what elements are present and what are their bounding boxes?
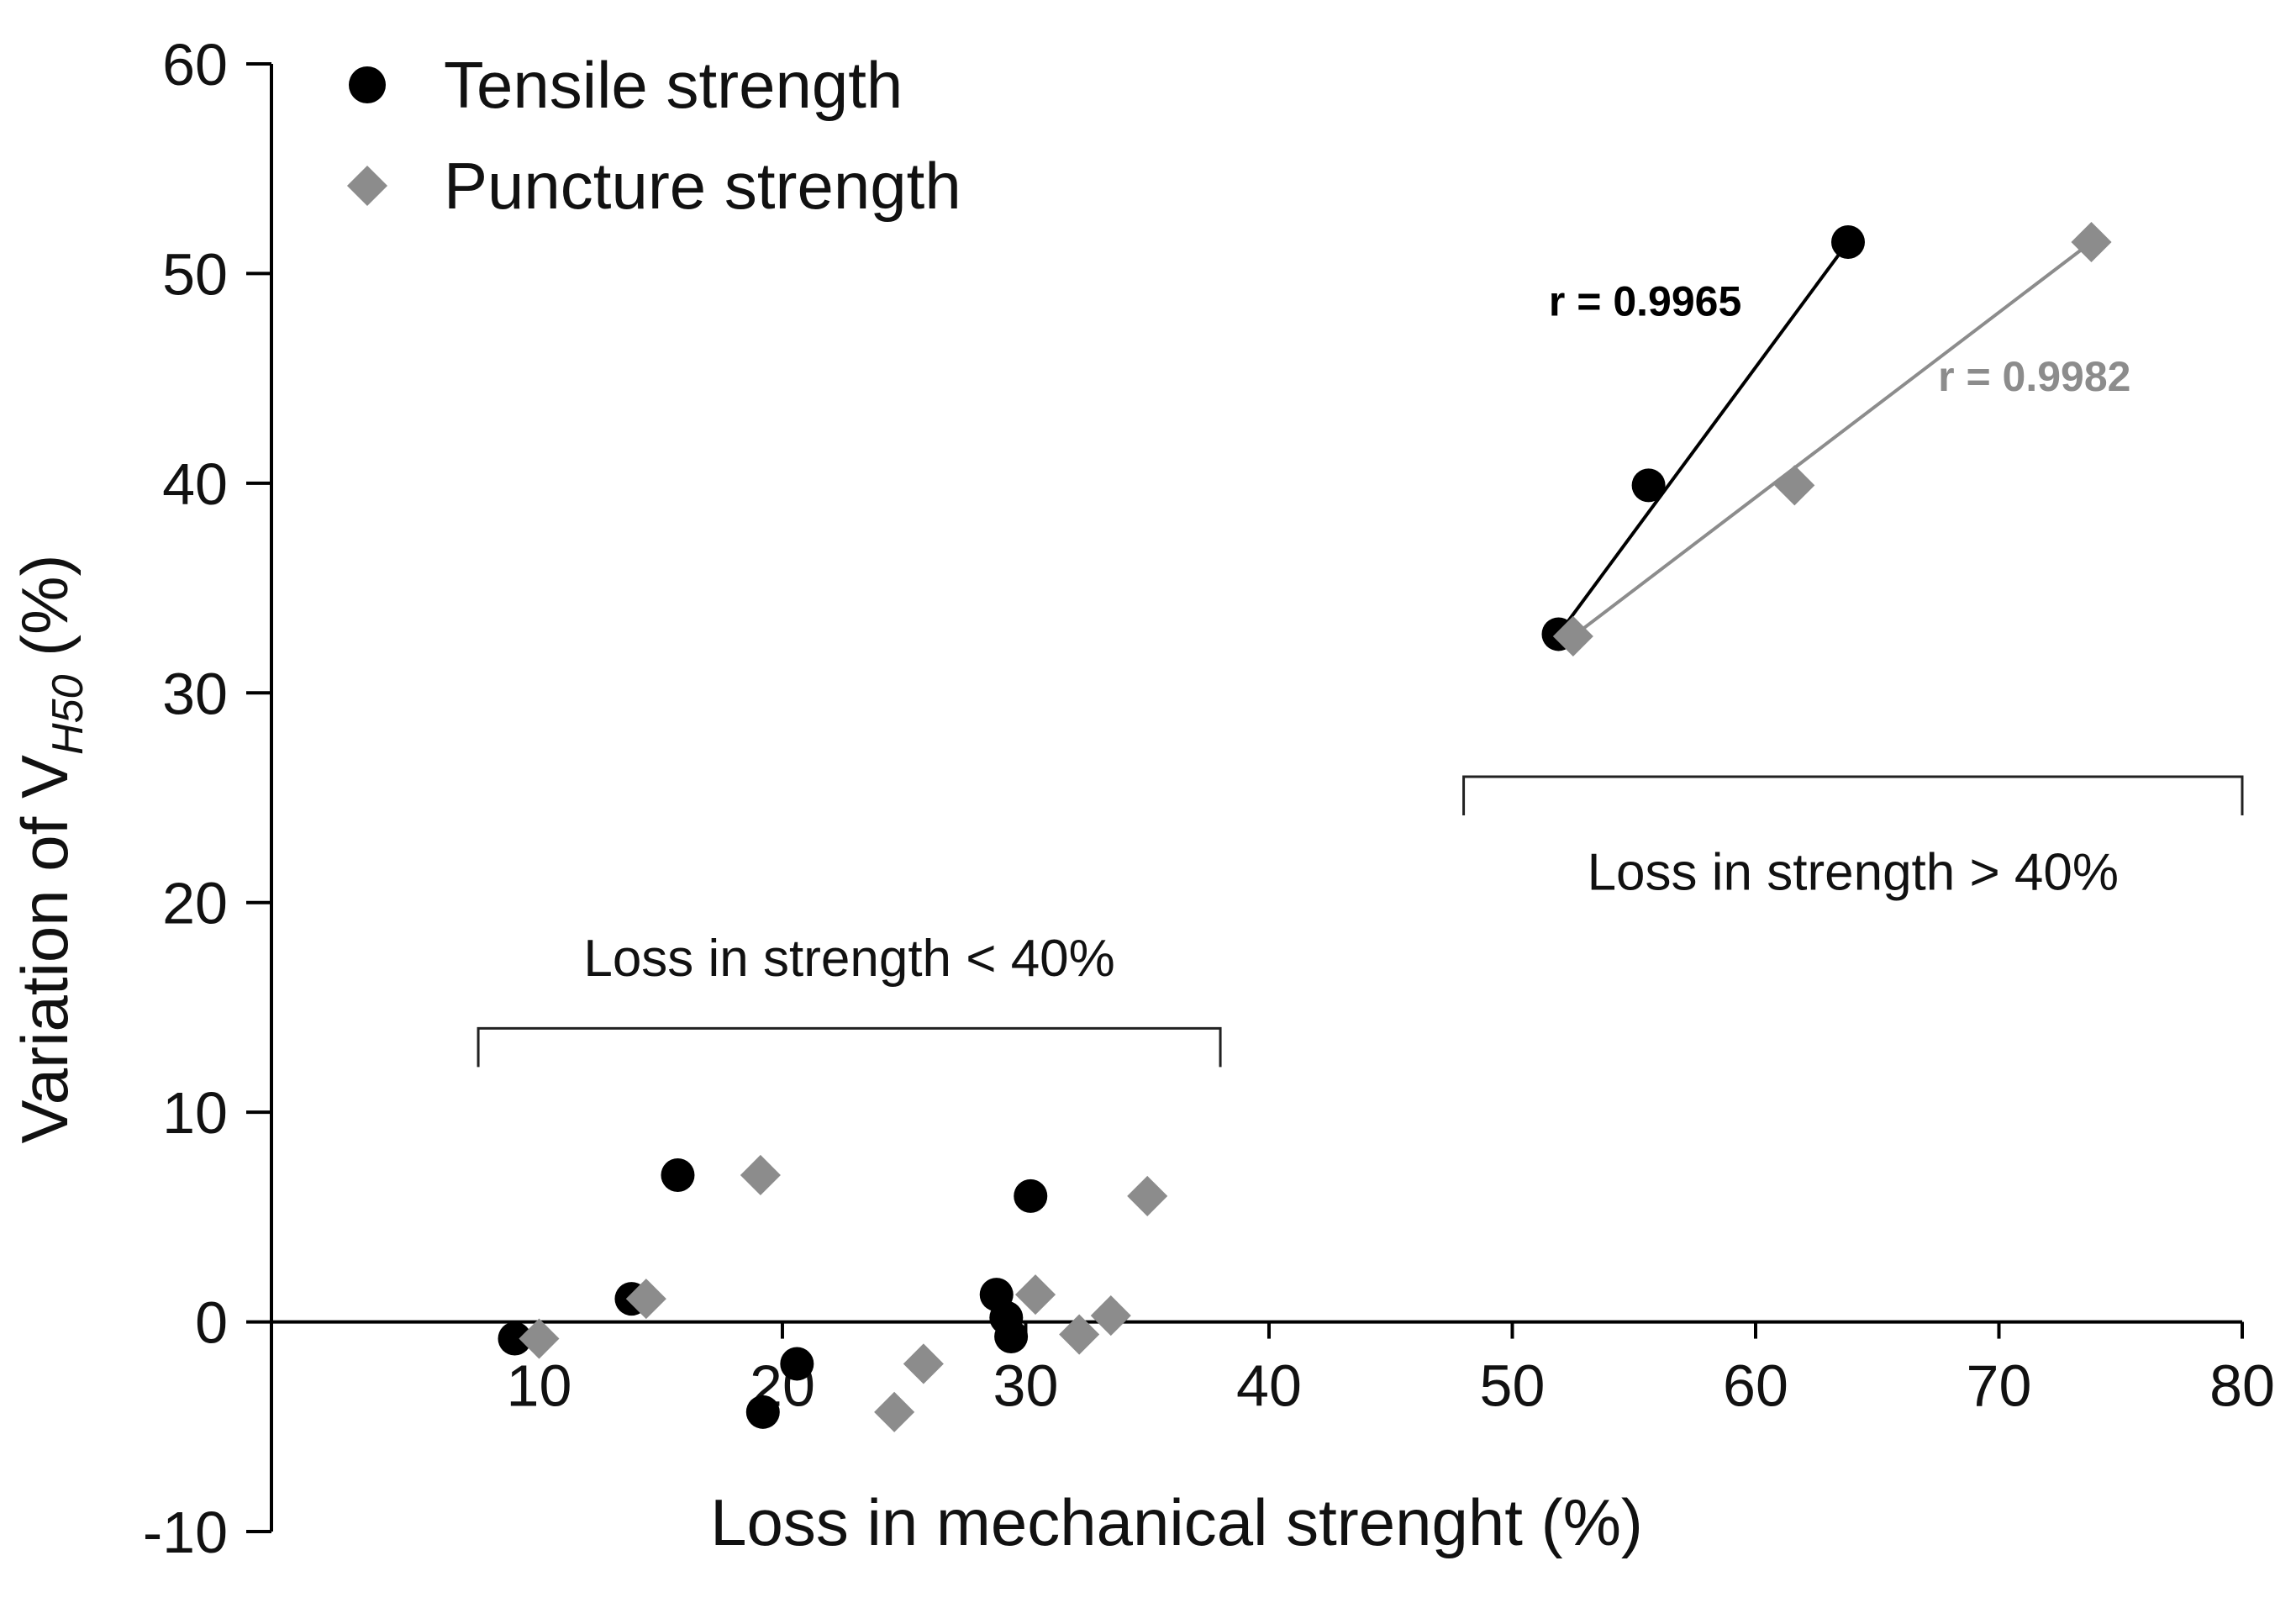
x-tick-label: 40 <box>1236 1353 1302 1419</box>
point-tensile-strength <box>745 1395 780 1429</box>
y-tick-label: 60 <box>162 32 228 98</box>
point-puncture-strength <box>874 1391 915 1432</box>
x-axis: 10 20 30 40 50 60 70 80 <box>271 1320 2275 1419</box>
legend-marker-puncture <box>346 165 388 207</box>
fit-line-tensile-strength <box>1556 240 1850 635</box>
x-axis-title: Loss in mechanical strenght (%) <box>710 1485 1643 1559</box>
data-points <box>498 221 2112 1432</box>
point-puncture-strength <box>740 1154 781 1196</box>
x-tick-label: 10 <box>507 1353 572 1419</box>
point-tensile-strength <box>1831 225 1865 260</box>
annotations: Loss in strength < 40% Loss in strength >… <box>477 775 2244 1068</box>
y-tick-label: -10 <box>143 1500 228 1565</box>
y-tick-label: 40 <box>162 451 228 517</box>
x-tick-label: 50 <box>1480 1353 1546 1419</box>
annotation-bracket-1 <box>477 1026 1222 1068</box>
point-tensile-strength <box>498 1321 532 1356</box>
point-puncture-strength <box>1127 1175 1168 1216</box>
r-label-puncture-strength: r = 0.9982 <box>1938 353 2130 400</box>
y-tick-label: 20 <box>162 871 228 936</box>
point-puncture-strength <box>903 1343 944 1384</box>
annotation-bracket-2 <box>1462 775 2244 816</box>
point-puncture-strength <box>1774 465 1815 506</box>
legend-label-puncture: Puncture strength <box>444 149 961 223</box>
annotation-label-1: Loss in strength < 40% <box>583 930 1114 988</box>
annotation-label-2: Loss in strength > 40% <box>1588 844 2119 902</box>
legend: Tensile strength Puncture strength <box>346 48 961 223</box>
point-tensile-strength <box>780 1347 814 1381</box>
point-tensile-strength <box>1631 468 1666 503</box>
x-tick-label: 60 <box>1723 1353 1788 1419</box>
legend-marker-tensile <box>349 66 386 103</box>
point-puncture-strength <box>2071 221 2112 263</box>
point-tensile-strength <box>1014 1179 1048 1213</box>
y-axis-title: Variation of VH50 (%) <box>8 555 92 1144</box>
point-puncture-strength <box>1090 1295 1131 1337</box>
x-tick-label: 30 <box>993 1353 1059 1419</box>
y-tick-label: 50 <box>162 241 228 307</box>
fit-line-puncture-strength <box>1572 240 2093 638</box>
y-tick-label: 0 <box>195 1290 228 1356</box>
y-axis-title-suffix: (%) <box>8 555 82 675</box>
x-tick-label: 80 <box>2209 1353 2275 1419</box>
y-tick-label: 10 <box>162 1080 228 1146</box>
y-axis: -10 0 10 20 30 40 50 60 <box>143 32 273 1565</box>
y-tick-label: 30 <box>162 661 228 726</box>
point-tensile-strength <box>994 1320 1029 1354</box>
x-tick-label: 70 <box>1967 1353 2032 1419</box>
point-tensile-strength <box>661 1157 695 1192</box>
r-label-tensile-strength: r = 0.9965 <box>1549 277 1741 324</box>
point-puncture-strength <box>1015 1274 1056 1316</box>
y-axis-title-subscript: H50 <box>44 674 92 754</box>
y-axis-title-prefix: Variation of V <box>8 755 82 1143</box>
legend-label-tensile: Tensile strength <box>444 48 903 122</box>
fit-lines: r = 0.9965 r = 0.9982 <box>1549 240 2130 638</box>
